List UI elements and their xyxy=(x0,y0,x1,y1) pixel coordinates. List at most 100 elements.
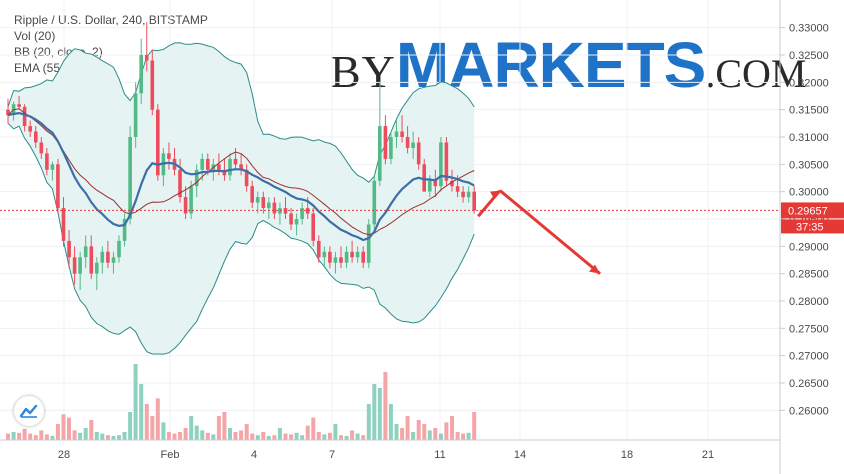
candle xyxy=(472,186,476,214)
candle xyxy=(322,246,327,269)
candle-body xyxy=(333,257,338,263)
candle xyxy=(72,246,77,285)
candle-body xyxy=(61,208,66,241)
candle xyxy=(461,186,465,203)
candle xyxy=(422,158,426,192)
volume-bar xyxy=(333,424,338,440)
candle xyxy=(383,115,388,165)
candle xyxy=(222,158,227,181)
candle xyxy=(56,158,60,214)
candle xyxy=(333,251,338,274)
price-tick-label: 0.26500 xyxy=(789,378,829,390)
candlesticks xyxy=(6,22,476,291)
candle-body xyxy=(106,251,110,263)
volume-bar xyxy=(178,432,182,440)
volume-bar xyxy=(316,432,321,440)
candle-body xyxy=(28,126,32,132)
candle-body xyxy=(200,158,204,170)
volume-bar xyxy=(150,416,155,440)
volume-bar xyxy=(372,384,377,440)
volume-bar xyxy=(300,435,305,440)
candle-body xyxy=(400,131,404,137)
candle xyxy=(411,131,415,159)
price-tick-label: 0.31000 xyxy=(789,132,829,144)
volume-bar xyxy=(61,414,66,440)
time-tick-label: 7 xyxy=(329,449,335,461)
candle-body xyxy=(6,109,10,116)
volume-bar xyxy=(466,432,471,440)
candle-body xyxy=(317,240,321,258)
candle xyxy=(400,115,404,143)
candle xyxy=(39,137,44,159)
volume-bar xyxy=(405,416,410,440)
current-price-label: 0.29657 xyxy=(788,205,828,217)
forecast-arrowhead-up xyxy=(490,190,500,199)
watermark-com: .COM xyxy=(705,51,807,96)
forecast-arrow-down xyxy=(499,189,601,275)
volume-bar xyxy=(294,432,299,440)
candle xyxy=(255,191,260,214)
candle xyxy=(328,246,332,269)
candle-body xyxy=(194,169,199,187)
time-tick-label: 11 xyxy=(434,449,445,461)
price-tick-label: 0.28000 xyxy=(789,296,829,308)
candle-body xyxy=(217,164,221,170)
candle xyxy=(239,153,243,176)
volume-bar xyxy=(289,434,294,440)
candle xyxy=(95,257,99,291)
candle-body xyxy=(239,164,243,170)
candle-body xyxy=(428,180,432,192)
candle xyxy=(156,104,160,181)
candle-body xyxy=(394,131,399,137)
time-tick-label: Feb xyxy=(161,449,180,461)
candle xyxy=(350,240,354,263)
volume-bar xyxy=(105,435,110,440)
price-tick-label: 0.27500 xyxy=(789,323,829,335)
candle-body xyxy=(466,191,471,198)
candle-body xyxy=(100,251,105,263)
price-tick-label: 0.29000 xyxy=(789,241,829,253)
candle-body xyxy=(261,197,266,208)
candle xyxy=(394,120,399,148)
candle xyxy=(244,164,249,192)
volume-bar xyxy=(89,420,94,440)
candle-body xyxy=(167,153,171,159)
candle xyxy=(228,153,232,181)
time-tick-label: 21 xyxy=(702,449,714,461)
candle xyxy=(178,158,182,203)
candle-body xyxy=(45,153,49,170)
candle xyxy=(183,186,188,219)
candle xyxy=(272,197,277,219)
volume-bar xyxy=(144,404,149,440)
candle-body xyxy=(117,240,121,258)
candle xyxy=(61,197,66,247)
volume-bar xyxy=(388,404,393,440)
volume-bar xyxy=(6,433,10,440)
price-tick-label: 0.28500 xyxy=(789,269,829,281)
volume-bar xyxy=(250,433,255,440)
volume-bar xyxy=(422,424,427,440)
candle xyxy=(444,137,449,187)
candle-body xyxy=(56,164,60,208)
candle xyxy=(317,235,321,263)
volume-bar xyxy=(444,422,449,440)
candle xyxy=(361,246,365,269)
candle-body xyxy=(189,186,193,214)
volume-bar xyxy=(100,433,105,440)
candle xyxy=(100,246,105,274)
candle xyxy=(344,246,349,269)
candle-body xyxy=(67,240,71,258)
volume-bar xyxy=(311,417,316,440)
volume-bar xyxy=(94,432,99,440)
volume-bar xyxy=(266,436,271,440)
candle xyxy=(311,208,315,247)
candle-body xyxy=(411,142,415,148)
tradingview-logo-button[interactable] xyxy=(14,396,44,426)
volume-bar xyxy=(350,430,355,440)
candle-body xyxy=(83,246,88,258)
volume-bar xyxy=(205,432,210,440)
candle-body xyxy=(433,180,438,187)
price-tick-label: 0.32500 xyxy=(789,50,829,62)
candle xyxy=(83,235,88,269)
